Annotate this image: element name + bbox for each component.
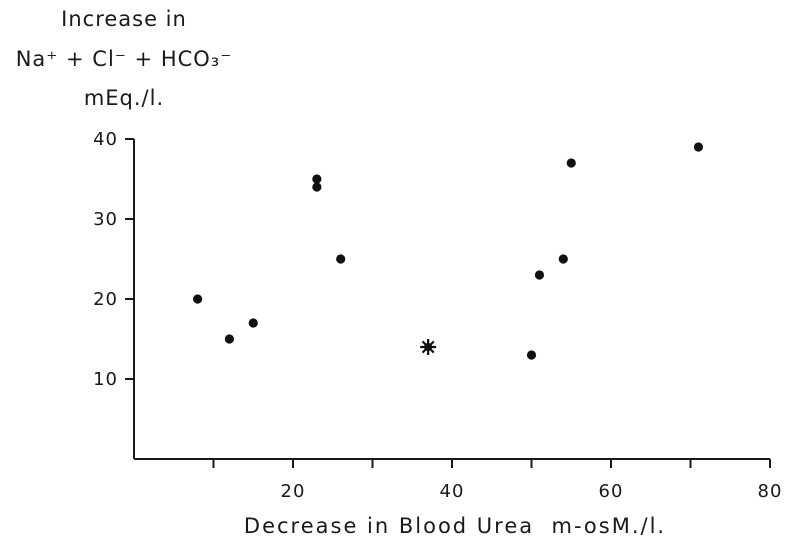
data-point-5 bbox=[336, 254, 346, 264]
y-tick-label-30: 30 bbox=[93, 209, 118, 230]
y-tick-label-40: 40 bbox=[93, 129, 118, 150]
data-point-10 bbox=[566, 158, 576, 168]
data-point-3 bbox=[312, 174, 322, 184]
data-point-9 bbox=[558, 254, 568, 264]
data-point-star bbox=[420, 339, 437, 355]
data-point-1 bbox=[224, 334, 234, 344]
y-axis-label-line-2: Na⁺ + Cl⁻ + HCO₃⁻ bbox=[16, 47, 233, 71]
y-axis-label-line-1: Increase in bbox=[61, 7, 187, 31]
x-tick-label-20: 20 bbox=[281, 481, 306, 502]
data-point-8 bbox=[534, 270, 545, 280]
x-tick-label-40: 40 bbox=[440, 481, 465, 502]
y-tick-label-10: 10 bbox=[93, 369, 118, 390]
x-tick-label-60: 60 bbox=[599, 481, 624, 502]
x-tick-label-80: 80 bbox=[758, 481, 783, 502]
data-point-4 bbox=[312, 182, 322, 192]
data-point-0 bbox=[193, 294, 203, 304]
y-tick-label-20: 20 bbox=[93, 289, 118, 310]
y-axis-label-line-3: mEq./l. bbox=[84, 86, 164, 110]
data-point-2 bbox=[248, 318, 258, 328]
data-point-7 bbox=[526, 350, 537, 360]
data-point-11 bbox=[693, 142, 704, 152]
x-axis-label: Decrease in Blood Urea m-osM./l. bbox=[244, 514, 666, 538]
